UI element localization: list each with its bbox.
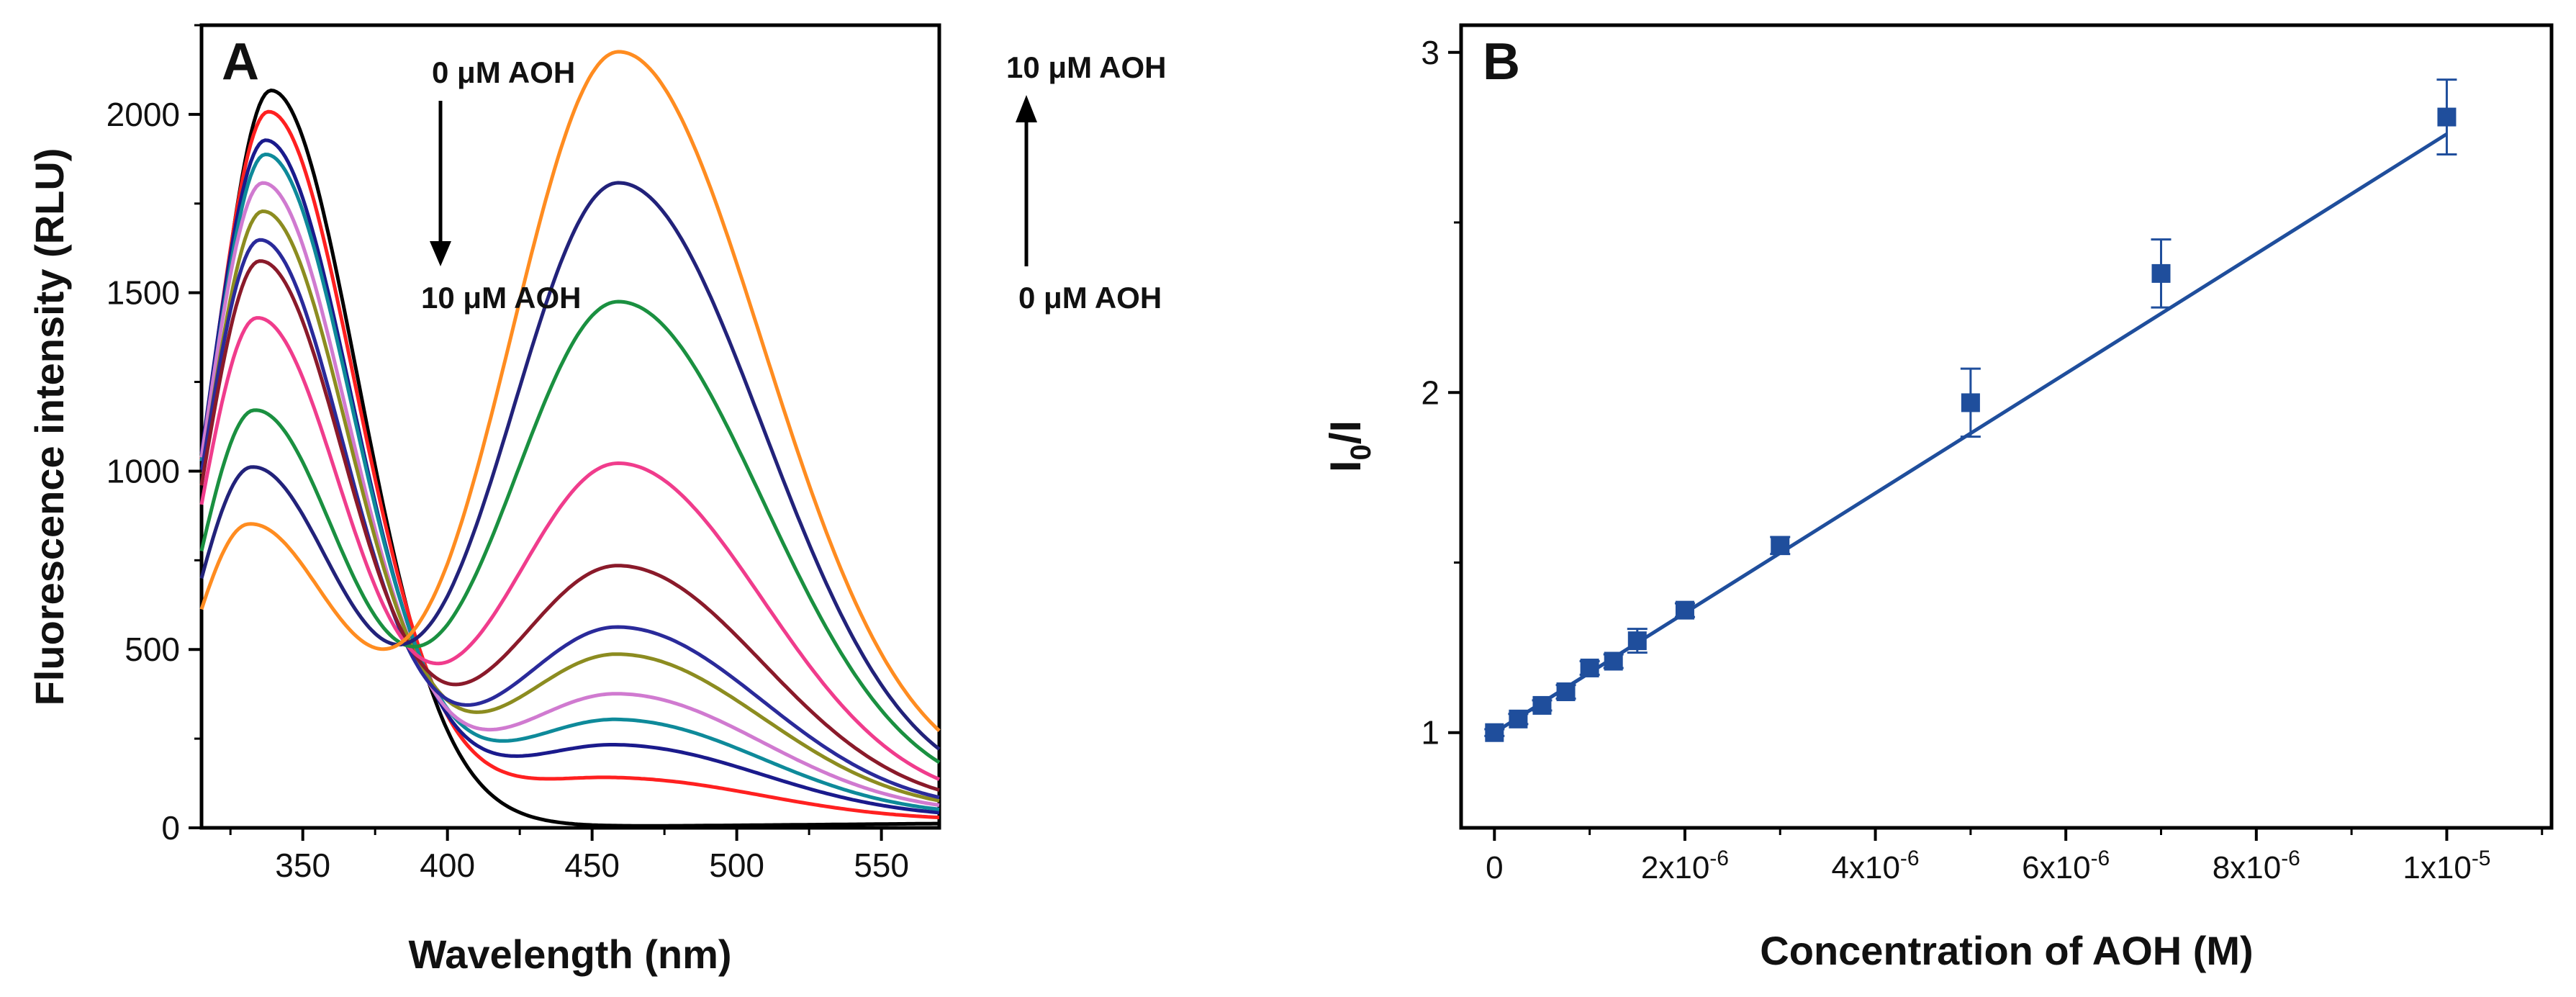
data-point-10 xyxy=(1960,367,1981,438)
a-y-tick-label-2000: 2000 xyxy=(107,96,180,133)
panel-b-x-ticks: 0 2x10-6 4x10-6 6x10-6 8x10-6 1x10-5 xyxy=(1486,828,2544,885)
panel-b-y-ticks: 1 2 3 xyxy=(1421,34,1461,752)
b-x-tick-exp-1: -6 xyxy=(1709,847,1729,870)
b-x-tick-base-0: 0 xyxy=(1486,850,1503,885)
data-point-1 xyxy=(1484,723,1505,742)
data-point-7 xyxy=(1627,628,1648,654)
panel-b-frame xyxy=(1459,23,2554,830)
spectrum-line-7 xyxy=(199,238,940,800)
a-x-tick-label-400: 400 xyxy=(420,847,475,884)
b-x-tick-base-3: 6x10 xyxy=(2022,850,2090,885)
panel-a-x-axis-label: Wavelength (nm) xyxy=(408,931,731,977)
marker-2 xyxy=(1509,709,1528,728)
b-x-tick-label-4: 8x10-6 xyxy=(2213,847,2300,885)
a-x-tick-label-550: 550 xyxy=(854,847,909,884)
data-point-4 xyxy=(1555,682,1576,702)
data-point-12 xyxy=(2436,78,2457,156)
arrow-up-head xyxy=(1016,95,1037,122)
spectrum-line-2 xyxy=(199,109,940,820)
spectrum-line-8 xyxy=(199,259,940,792)
panel-a: 350 400 450 500 550 0 500 1000 1500 2000 A Wavel… xyxy=(27,23,1167,977)
panel-b: 0 2x10-6 4x10-6 6x10-6 8x10-6 1x10-5 123 B Co… xyxy=(1321,23,2554,973)
b-x-tick-base-1: 2x10 xyxy=(1641,850,1709,885)
b-y-tick-label-2: 2 xyxy=(1421,374,1440,411)
panel-a-y-ticks: 0 500 1000 1500 2000 xyxy=(107,24,202,847)
marker-1 xyxy=(1485,723,1504,742)
arrow-down-head xyxy=(430,241,451,266)
data-point-8 xyxy=(1674,600,1695,620)
annotation-right-top: 10 μM AOH xyxy=(1006,50,1167,84)
marker-6 xyxy=(1604,651,1623,671)
spectrum-line-3 xyxy=(199,138,940,815)
b-x-tick-exp-3: -6 xyxy=(2091,847,2110,870)
spectrum-line-4 xyxy=(199,152,940,811)
a-y-tick-label-0: 0 xyxy=(161,809,180,847)
spectrum-line-10 xyxy=(199,299,941,764)
b-y-tick-label-1: 1 xyxy=(1421,714,1440,752)
panel-a-label: A xyxy=(222,33,259,91)
spectrum-line-12 xyxy=(199,50,941,733)
b-x-tick-label-0: 0 xyxy=(1486,850,1503,885)
spectrum-line-1 xyxy=(199,89,939,828)
marker-7 xyxy=(1627,631,1647,651)
b-x-tick-base-4: 8x10 xyxy=(2213,850,2281,885)
b-y-tick-label-3: 3 xyxy=(1421,34,1440,71)
panel-b-x-axis-label: Concentration of AOH (M) xyxy=(1760,928,2253,973)
b-x-tick-exp-2: -6 xyxy=(1900,847,1920,870)
b-x-tick-label-2: 4x10-6 xyxy=(1832,847,1920,885)
marker-3 xyxy=(1532,695,1552,715)
panel-a-y-axis-label: Fluorescence intensity (RLU) xyxy=(27,148,72,706)
data-point-9 xyxy=(1770,536,1791,556)
spectrum-line-9 xyxy=(199,316,941,781)
panel-a-curves xyxy=(199,50,941,828)
spectrum-line-6 xyxy=(199,209,940,803)
spectrum-line-5 xyxy=(199,181,940,807)
a-y-tick-label-1500: 1500 xyxy=(107,274,180,312)
annotation-right-bottom: 0 μM AOH xyxy=(1018,281,1162,315)
panel-b-label: B xyxy=(1483,33,1520,91)
panel-a-frame xyxy=(199,23,941,830)
a-y-tick-label-500: 500 xyxy=(125,631,180,668)
marker-12 xyxy=(2437,107,2457,127)
spectrum-line-11 xyxy=(199,181,941,751)
marker-11 xyxy=(2151,263,2171,283)
marker-5 xyxy=(1580,658,1599,677)
a-x-tick-label-350: 350 xyxy=(275,847,330,884)
marker-8 xyxy=(1675,600,1694,620)
data-point-6 xyxy=(1603,651,1624,671)
b-x-tick-label-3: 6x10-6 xyxy=(2022,847,2110,885)
marker-10 xyxy=(1961,393,1980,412)
marker-4 xyxy=(1556,682,1576,702)
data-point-2 xyxy=(1508,709,1529,728)
b-x-tick-base-5: 1x10 xyxy=(2403,850,2471,885)
y-label-sub: 0 xyxy=(1345,444,1377,460)
b-x-tick-base-2: 4x10 xyxy=(1832,850,1900,885)
a-x-tick-label-450: 450 xyxy=(564,847,620,884)
panel-b-y-axis-label: I0/I xyxy=(1321,420,1377,472)
a-y-tick-label-1000: 1000 xyxy=(107,452,180,490)
panel-b-points xyxy=(1484,78,2457,742)
data-point-11 xyxy=(2151,238,2171,309)
marker-9 xyxy=(1771,536,1790,555)
b-x-tick-label-5: 1x10-5 xyxy=(2403,847,2490,885)
y-label-i: I xyxy=(1321,460,1370,472)
b-x-tick-label-1: 2x10-6 xyxy=(1641,847,1729,885)
annotation-left-bottom: 10 μM AOH xyxy=(421,281,582,315)
data-point-5 xyxy=(1579,658,1600,677)
annotation-left-top: 0 μM AOH xyxy=(432,55,575,89)
a-x-tick-label-500: 500 xyxy=(709,847,764,884)
b-x-tick-exp-4: -6 xyxy=(2281,847,2300,870)
data-point-3 xyxy=(1532,695,1553,715)
b-x-tick-exp-5: -5 xyxy=(2472,847,2491,870)
y-label-tail: /I xyxy=(1321,420,1370,444)
panel-a-x-ticks: 350 400 450 500 550 xyxy=(229,828,909,884)
